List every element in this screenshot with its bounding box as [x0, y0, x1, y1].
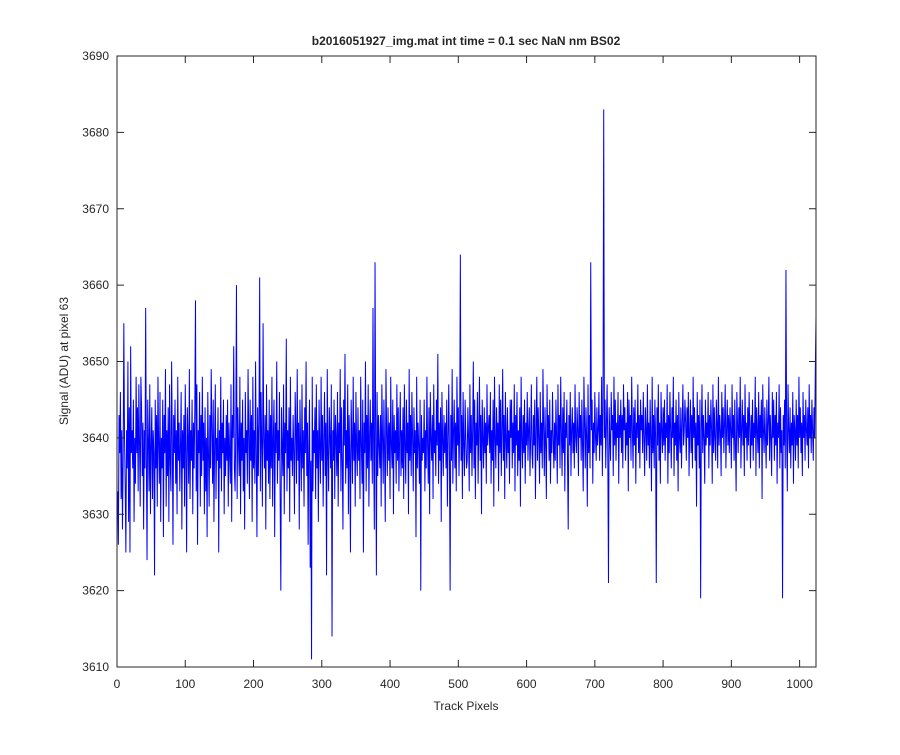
- y-tick-label: 3660: [82, 278, 109, 292]
- y-axis-label: Signal (ADU) at pixel 63: [57, 297, 71, 425]
- y-tick-label: 3620: [82, 584, 109, 598]
- axes-box: [116, 55, 817, 668]
- x-tick-label: 900: [721, 677, 741, 691]
- x-axis-label: Track Pixels: [434, 699, 499, 713]
- chart-title: b2016051927_img.mat int time = 0.1 sec N…: [312, 34, 621, 48]
- x-tick-label: 300: [312, 677, 332, 691]
- x-tick-label: 600: [517, 677, 537, 691]
- y-tick-label: 3640: [82, 431, 109, 445]
- data-line: [117, 109, 817, 660]
- x-tick-label: 200: [244, 677, 264, 691]
- x-tick-label: 500: [448, 677, 468, 691]
- x-tick-label: 0: [114, 677, 121, 691]
- y-tick-label: 3630: [82, 507, 109, 521]
- y-tick-label: 3690: [82, 49, 109, 63]
- x-tick-label: 700: [585, 677, 605, 691]
- x-tick-label: 400: [380, 677, 400, 691]
- y-tick-label: 3680: [82, 125, 109, 139]
- x-tick-label: 100: [175, 677, 195, 691]
- x-tick-label: 800: [653, 677, 673, 691]
- y-tick-label: 3650: [82, 355, 109, 369]
- y-tick-label: 3670: [82, 202, 109, 216]
- y-tick-label: 3610: [82, 660, 109, 674]
- x-tick-label: 1000: [786, 677, 813, 691]
